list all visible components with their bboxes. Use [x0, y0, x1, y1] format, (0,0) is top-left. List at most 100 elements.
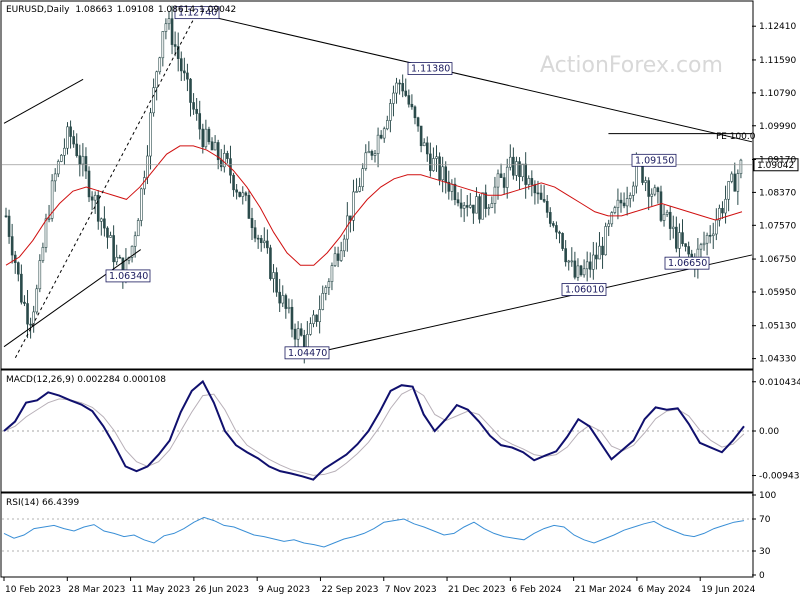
candle-body	[238, 191, 241, 197]
candle-body	[53, 173, 57, 182]
candle-body	[659, 191, 663, 221]
candle-body	[404, 90, 408, 96]
candle-body	[552, 223, 555, 226]
candle-body	[524, 163, 527, 185]
candle-body	[349, 215, 352, 221]
annotation-box	[561, 283, 607, 296]
candle-body	[555, 225, 558, 233]
candle-body	[647, 180, 650, 197]
candle-body	[293, 328, 297, 340]
candle-body	[644, 180, 647, 183]
candle-body	[327, 281, 331, 288]
candle-body	[564, 248, 567, 263]
candle-body	[671, 226, 675, 229]
x-tick-label: 11 May 2023	[132, 585, 191, 595]
candle-body	[459, 202, 463, 209]
candle-body	[367, 151, 371, 154]
candle-body	[395, 82, 398, 94]
main-y-tick-label: 1.11590	[759, 56, 796, 66]
candle-body	[93, 194, 97, 201]
candle-body	[561, 233, 564, 249]
candle-body	[29, 323, 32, 326]
candle-body	[355, 191, 358, 193]
candle-body	[379, 134, 383, 139]
candle-body	[628, 195, 632, 199]
trendline-upper-channel	[3, 78, 84, 124]
candles-group	[4, 5, 743, 364]
annotation-box	[631, 153, 677, 167]
candle-body	[321, 293, 325, 310]
annotation-label: 1.11380	[411, 64, 450, 75]
candle-body	[253, 227, 257, 239]
candle-body	[262, 240, 266, 244]
candle-body	[146, 155, 149, 178]
candle-body	[456, 199, 460, 204]
main-title: EURUSD,Daily 1.08663 1.09108 1.08614 1.09042	[6, 5, 236, 15]
candle-body	[536, 192, 540, 195]
candle-body	[87, 170, 91, 198]
candle-body	[450, 183, 454, 192]
macd-main-line	[3, 379, 745, 481]
candle-body	[44, 218, 48, 248]
candle-body	[50, 180, 54, 219]
current-price-label: 1.09042	[757, 161, 794, 171]
candle-body	[272, 272, 275, 279]
candle-body	[724, 198, 727, 214]
candle-body	[662, 213, 666, 221]
candle-body	[410, 103, 414, 108]
candle-body	[665, 211, 669, 215]
candle-body	[419, 125, 423, 147]
candle-body	[398, 82, 401, 85]
candle-body	[269, 247, 272, 279]
x-tick-label: 21 Mar 2024	[575, 585, 632, 595]
annotation-label: 1.12740	[178, 8, 217, 19]
candle-body	[207, 128, 211, 143]
candle-body	[727, 181, 730, 200]
candle-body	[573, 260, 577, 278]
candle-body	[210, 141, 214, 151]
candle-body	[266, 240, 269, 249]
candle-body	[739, 159, 743, 174]
candle-body	[130, 245, 134, 258]
trendline-descending-resistance	[193, 12, 753, 143]
candle-body	[438, 156, 441, 181]
candle-body	[598, 245, 601, 260]
candle-body	[204, 128, 208, 148]
candle-body	[318, 309, 321, 322]
candle-body	[133, 235, 137, 247]
candle-body	[250, 218, 254, 229]
candle-body	[170, 18, 174, 45]
candle-body	[389, 103, 392, 121]
candle-body	[223, 153, 226, 168]
candle-body	[290, 306, 294, 330]
candle-body	[81, 156, 85, 165]
candle-body	[112, 235, 115, 263]
candle-body	[502, 177, 506, 188]
candle-body	[167, 18, 171, 25]
candle-body	[512, 156, 515, 176]
candle-body	[352, 191, 355, 221]
main-y-tick-label: 1.12410	[759, 22, 796, 32]
rsi-y-tick-label: 0	[759, 571, 765, 581]
main-y-tick-label: 1.08370	[759, 188, 796, 198]
candle-body	[296, 328, 300, 340]
candle-body	[382, 128, 386, 139]
candle-body	[678, 232, 681, 249]
candle-body	[158, 57, 162, 73]
candle-body	[429, 153, 432, 171]
candle-body	[705, 234, 709, 244]
annotation-box	[105, 269, 151, 283]
candle-body	[613, 207, 617, 213]
candle-body	[490, 203, 494, 208]
candle-body	[330, 265, 334, 282]
candle-body	[656, 187, 660, 193]
x-tick-label: 21 Dec 2023	[448, 585, 506, 595]
main-y-tick-label: 1.05950	[759, 288, 796, 298]
candle-body	[201, 128, 205, 148]
annotation-box	[664, 256, 710, 270]
candle-body	[610, 212, 614, 225]
candle-body	[487, 207, 491, 209]
candle-body	[284, 295, 288, 309]
rsi-panel-frame	[0, 492, 754, 578]
